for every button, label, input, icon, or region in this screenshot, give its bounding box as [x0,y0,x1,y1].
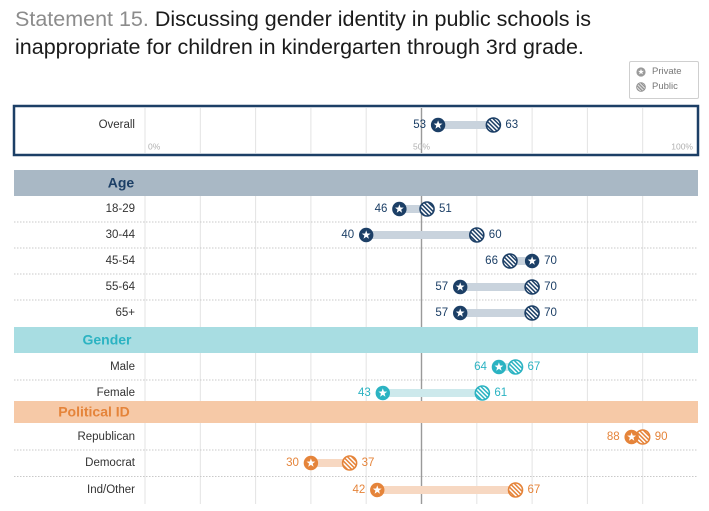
range-bar-age-4 [460,309,533,317]
legend-private-label: Private [652,66,682,77]
row-label-political-id-0: Republican [77,431,135,443]
tick-label-0: 0% [148,141,161,151]
public-value-age-2: 66 [485,255,498,267]
private-value-age-1: 40 [341,229,354,241]
public-dot-age-4 [524,305,540,321]
row-label-gender-0: Male [110,361,135,373]
public-dot-gender-0 [507,359,524,375]
row-label-political-id-2: Ind/Other [87,484,135,496]
tick-label-50: 50% [413,141,430,151]
private-value-political-id-0: 88 [607,431,620,443]
private-star-icon [636,66,646,77]
private-star-icon-age-0 [395,204,404,213]
group-header-gender [14,327,698,353]
range-bar-age-2 [509,257,533,265]
statement-text: Discussing gender identity in public sch… [15,7,592,59]
public-hatch-icon [636,81,646,92]
public-value-age-3: 70 [544,281,557,293]
public-value-gender-1: 61 [494,387,507,399]
private-value-gender-0: 64 [474,361,487,373]
private-star-icon-political-id-2 [372,485,382,494]
range-bar-age-1 [366,231,477,239]
group-header-age [14,170,698,196]
private-star-icon-gender-0 [494,362,504,371]
public-dot-political-id-1 [341,455,358,471]
public-value-age-0: 51 [439,203,452,215]
row-label-overall: Overall [99,119,135,131]
range-bar-gender-1 [382,389,483,397]
private-value-age-4: 57 [435,307,448,319]
public-value-political-id-1: 37 [362,457,375,469]
group-title-political-id: Political ID [58,404,130,420]
private-value-age-0: 46 [375,203,388,215]
row-label-age-4: 65+ [115,307,135,319]
public-value-political-id-2: 67 [528,484,541,496]
private-star-icon-overall [433,120,443,129]
public-dot-age-2 [502,253,518,269]
row-label-gender-1: Female [97,387,135,399]
overall-border [12,104,700,157]
private-value-overall: 53 [413,119,426,131]
group-title-gender: Gender [82,332,132,348]
public-dot-age-1 [468,227,485,243]
row-label-age-3: 55-64 [106,281,136,293]
private-star-icon-gender-1 [378,388,388,397]
private-star-icon-age-3 [455,282,465,291]
range-bar-political-id-1 [310,459,350,467]
range-bar-age-3 [460,283,533,291]
private-star-icon-political-id-1 [306,458,316,467]
public-dot-age-3 [524,279,540,295]
legend-private: Private [636,66,682,77]
private-star-icon-age-4 [455,308,465,317]
private-star-icon-age-2 [527,256,537,265]
public-dot-age-0 [419,201,435,217]
public-dot-overall [485,117,502,133]
row-label-age-2: 45-54 [106,255,136,267]
public-value-age-4: 70 [544,307,557,319]
legend-public: Public [636,81,678,92]
public-value-gender-0: 67 [528,361,541,373]
public-dot-political-id-2 [507,482,524,498]
row-label-age-0: 18-29 [106,203,135,215]
range-bar-political-id-2 [377,486,516,494]
overall-panel [14,106,698,155]
range-bar-gender-0 [498,363,516,371]
private-value-age-2: 70 [544,255,557,267]
legend-public-label: Public [652,81,678,92]
private-star-icon-political-id-0 [627,432,637,441]
legend: Private Public [629,61,699,99]
private-star-icon-age-1 [361,230,371,239]
public-value-overall: 63 [505,119,518,131]
private-value-political-id-2: 42 [352,484,365,496]
tick-label-100: 100% [671,141,693,151]
range-bar-age-0 [399,205,428,213]
row-label-age-1: 30-44 [106,229,136,241]
row-label-political-id-1: Democrat [85,457,136,469]
public-value-political-id-0: 90 [655,431,668,443]
chart-title: Statement 15. Discussing gender identity… [15,5,655,61]
public-value-age-1: 60 [489,229,502,241]
range-bar-overall [438,121,494,129]
private-value-age-3: 57 [435,281,448,293]
private-value-gender-1: 43 [358,387,371,399]
group-title-age: Age [108,175,135,191]
private-value-political-id-1: 30 [286,457,299,469]
public-dot-gender-1 [474,385,491,401]
statement-label: Statement 15. [15,7,149,31]
group-header-political-id [14,401,698,423]
